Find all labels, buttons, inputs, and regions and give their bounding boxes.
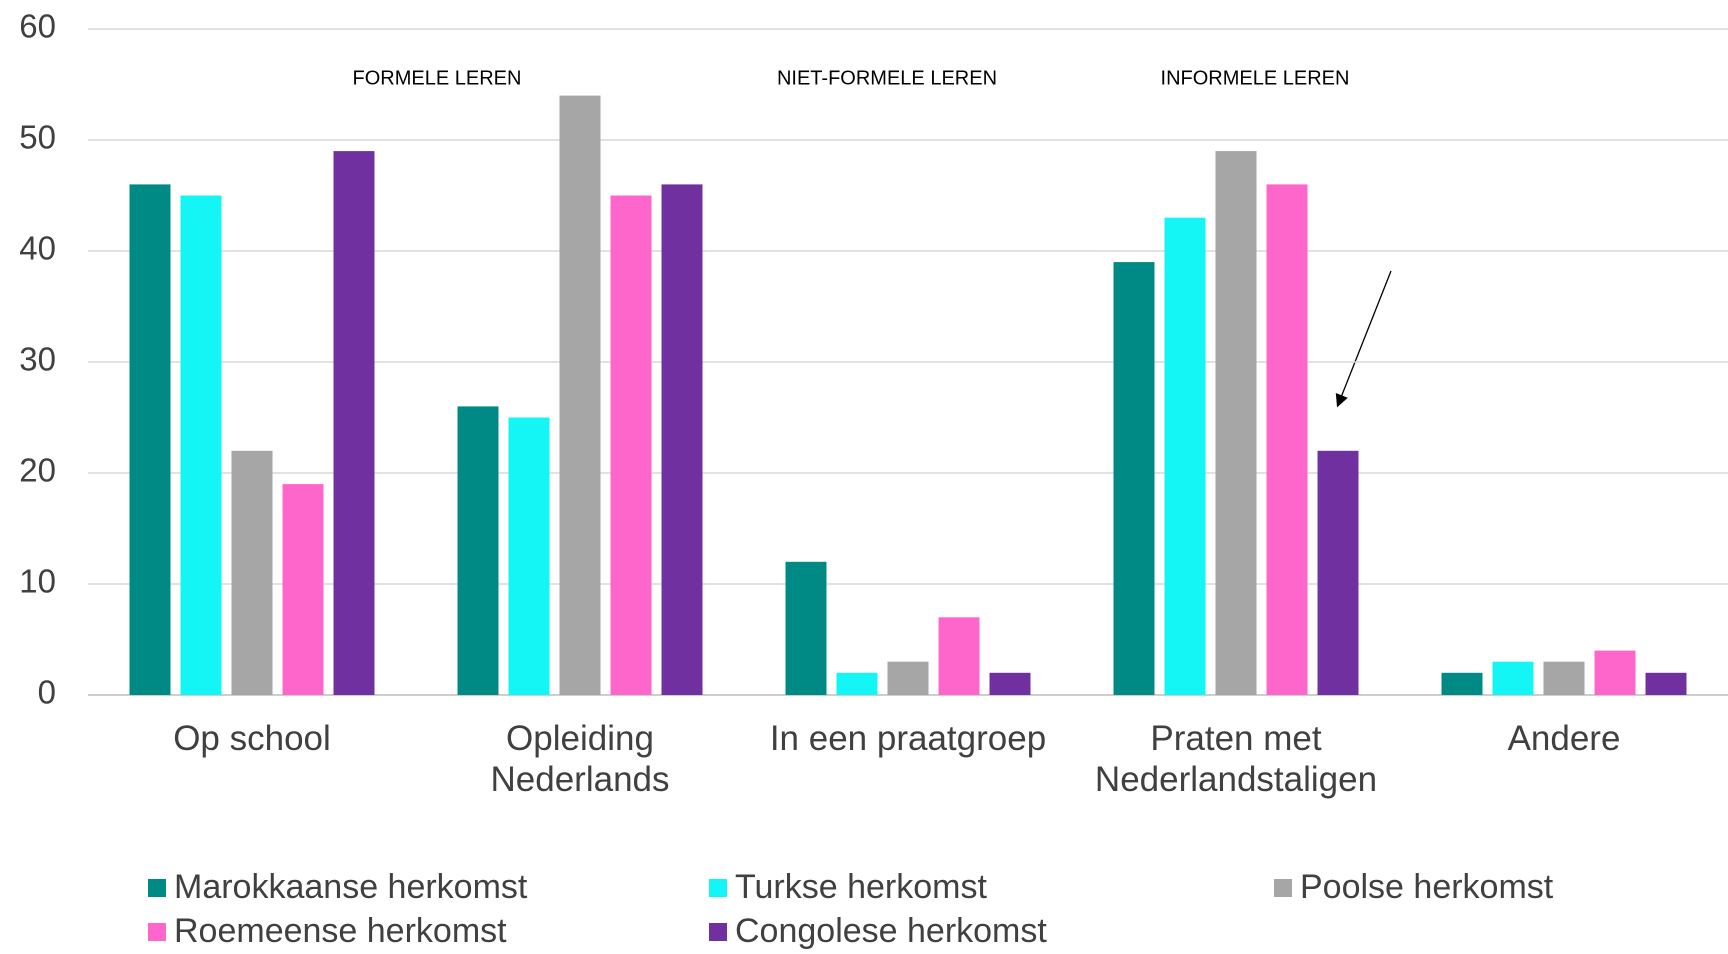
bar [785, 561, 827, 695]
bar [333, 151, 375, 696]
legend-label: Turkse herkomst [735, 868, 987, 906]
legend-label: Marokkaanse herkomst [174, 868, 528, 906]
bar [989, 672, 1031, 695]
y-tick-label: 0 [38, 674, 56, 711]
x-tick-label: Praten met Nederlandstaligen [1094, 719, 1378, 799]
legend-label: Roemeense herkomst [174, 912, 507, 950]
bar [887, 661, 929, 695]
legend-swatch [148, 923, 166, 941]
bar [1543, 661, 1585, 695]
x-tick-label: Andere [1507, 719, 1621, 758]
bar [661, 184, 703, 695]
bar [457, 406, 499, 695]
bar [1441, 672, 1483, 695]
bar [282, 484, 324, 695]
legend-label: Poolse herkomst [1300, 868, 1554, 906]
bar [836, 672, 878, 695]
bar [180, 195, 222, 695]
bar [1266, 184, 1308, 695]
annotation: NIET-FORMELE LEREN [777, 67, 997, 89]
y-tick-label: 10 [19, 563, 56, 600]
y-tick-label: 30 [19, 341, 56, 378]
y-tick-label: 20 [19, 452, 56, 489]
legend-swatch [148, 879, 166, 897]
bar [559, 95, 601, 696]
bar [1492, 661, 1534, 695]
y-tick-label: 50 [19, 119, 56, 156]
bar [1594, 650, 1636, 695]
legend-swatch [709, 923, 727, 941]
bar [231, 450, 273, 695]
bar [1317, 450, 1359, 695]
legend-swatch [709, 879, 727, 897]
y-tick-label: 60 [19, 8, 56, 45]
arrow [1335, 270, 1392, 408]
x-tick-label: In een praatgroep [769, 719, 1047, 758]
bar [129, 184, 171, 695]
bar [508, 417, 550, 695]
bar [938, 617, 980, 695]
annotation: FORMELE LEREN [353, 67, 522, 89]
annotation: INFORMELE LEREN [1161, 67, 1350, 89]
legend-swatch [1274, 879, 1292, 897]
bar [1645, 672, 1687, 695]
y-tick-label: 40 [19, 230, 56, 267]
bar [1215, 151, 1257, 696]
x-tick-label: Opleiding Nederlands [490, 719, 670, 799]
bar [1164, 217, 1206, 695]
x-tick-label: Op school [173, 719, 331, 758]
bar [1113, 262, 1155, 695]
bar [610, 195, 652, 695]
legend-label: Congolese herkomst [735, 912, 1047, 950]
